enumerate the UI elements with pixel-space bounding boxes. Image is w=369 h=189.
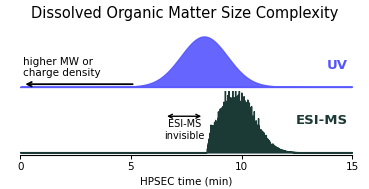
Text: higher MW or
charge density: higher MW or charge density	[23, 57, 100, 78]
Text: Dissolved Organic Matter Size Complexity: Dissolved Organic Matter Size Complexity	[31, 6, 338, 21]
Text: ESI-MS
invisible: ESI-MS invisible	[164, 119, 204, 141]
Text: ESI-MS: ESI-MS	[296, 114, 348, 127]
Text: UV: UV	[327, 59, 348, 72]
X-axis label: HPSEC time (min): HPSEC time (min)	[140, 176, 232, 186]
